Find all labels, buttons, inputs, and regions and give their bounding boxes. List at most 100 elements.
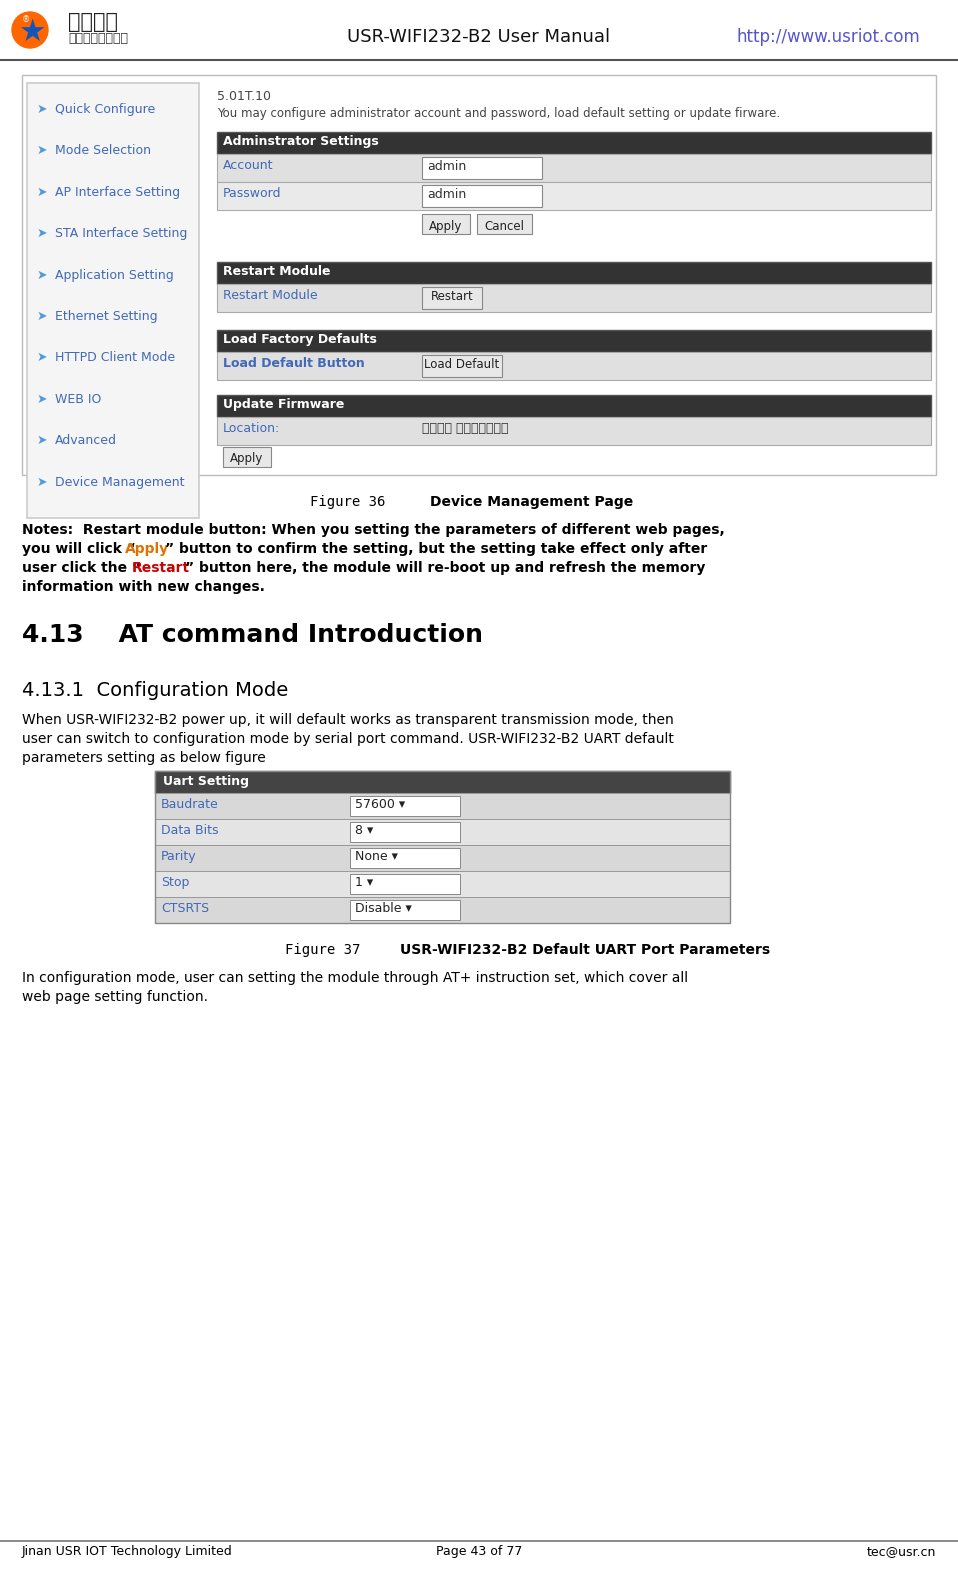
- Text: Uart Setting: Uart Setting: [163, 776, 249, 789]
- Text: WEB IO: WEB IO: [55, 393, 102, 406]
- Bar: [350, 900, 460, 921]
- Text: USR-WIFI232-B2 Default UART Port Parameters: USR-WIFI232-B2 Default UART Port Paramet…: [400, 943, 770, 957]
- Text: Load Default Button: Load Default Button: [223, 357, 365, 370]
- Text: ➤: ➤: [37, 269, 48, 282]
- Text: http://www.usriot.com: http://www.usriot.com: [737, 29, 920, 46]
- Text: Restart: Restart: [431, 290, 473, 303]
- Text: 1 ▾: 1 ▾: [355, 876, 373, 889]
- Text: Quick Configure: Quick Configure: [55, 104, 155, 116]
- Bar: [217, 132, 931, 155]
- Text: Load Factory Defaults: Load Factory Defaults: [223, 333, 376, 346]
- Bar: [217, 155, 931, 182]
- Text: Disable ▾: Disable ▾: [355, 902, 412, 914]
- Bar: [350, 796, 460, 816]
- Text: Restart Module: Restart Module: [223, 264, 331, 279]
- Text: user click the “: user click the “: [22, 561, 141, 575]
- Text: 选择文件 未选择任何文件: 选择文件 未选择任何文件: [422, 422, 509, 435]
- Bar: [22, 75, 936, 475]
- Bar: [155, 771, 730, 793]
- Text: ” button here, the module will re-boot up and refresh the memory: ” button here, the module will re-boot u…: [185, 561, 705, 575]
- Text: AP Interface Setting: AP Interface Setting: [55, 186, 180, 199]
- Text: Stop: Stop: [161, 876, 190, 889]
- Text: 4.13.1  Configuration Mode: 4.13.1 Configuration Mode: [22, 680, 288, 699]
- Text: Device Management: Device Management: [55, 476, 185, 489]
- Text: Restart: Restart: [132, 561, 190, 575]
- Bar: [422, 158, 542, 178]
- Text: Application Setting: Application Setting: [55, 269, 173, 282]
- Text: ➤: ➤: [37, 435, 48, 448]
- Text: Apply: Apply: [230, 452, 263, 465]
- Text: Adminstrator Settings: Adminstrator Settings: [223, 135, 378, 148]
- Bar: [217, 417, 931, 444]
- Bar: [155, 897, 730, 922]
- Text: 57600 ▾: 57600 ▾: [355, 798, 405, 811]
- Text: 有人科技: 有人科技: [68, 13, 118, 32]
- Text: Figure 36: Figure 36: [310, 495, 385, 510]
- Text: ” button to confirm the setting, but the setting take effect only after: ” button to confirm the setting, but the…: [165, 542, 707, 556]
- Bar: [350, 822, 460, 843]
- Text: CTSRTS: CTSRTS: [161, 902, 209, 914]
- Bar: [217, 395, 931, 417]
- Text: USR-WIFI232-B2 User Manual: USR-WIFI232-B2 User Manual: [348, 29, 610, 46]
- Bar: [223, 448, 271, 467]
- Text: Data Bits: Data Bits: [161, 824, 218, 836]
- Text: Apply: Apply: [429, 220, 463, 233]
- Text: admin: admin: [427, 159, 467, 174]
- Text: 5.01T.10: 5.01T.10: [217, 89, 271, 104]
- Text: ➤: ➤: [37, 352, 48, 365]
- Bar: [27, 83, 199, 518]
- Text: Restart Module: Restart Module: [223, 288, 318, 303]
- Bar: [155, 871, 730, 897]
- Text: ®: ®: [22, 14, 31, 24]
- Text: ★: ★: [18, 18, 45, 48]
- Bar: [422, 185, 542, 207]
- Bar: [155, 793, 730, 819]
- Text: You may configure administrator account and password, load default setting or up: You may configure administrator account …: [217, 107, 780, 119]
- Text: Baudrate: Baudrate: [161, 798, 218, 811]
- Bar: [155, 844, 730, 871]
- Bar: [217, 261, 931, 284]
- Text: Location:: Location:: [223, 422, 281, 435]
- Bar: [155, 819, 730, 844]
- Text: admin: admin: [427, 188, 467, 201]
- Bar: [155, 771, 730, 922]
- Text: ➤: ➤: [37, 311, 48, 323]
- Bar: [217, 284, 931, 312]
- Text: ➤: ➤: [37, 186, 48, 199]
- Text: Password: Password: [223, 186, 282, 201]
- Text: When USR-WIFI232-B2 power up, it will default works as transparent transmission : When USR-WIFI232-B2 power up, it will de…: [22, 714, 673, 726]
- Text: Parity: Parity: [161, 851, 196, 863]
- Text: Apply: Apply: [125, 542, 170, 556]
- Text: STA Interface Setting: STA Interface Setting: [55, 228, 188, 241]
- Text: Advanced: Advanced: [55, 435, 117, 448]
- Text: Device Management Page: Device Management Page: [430, 495, 633, 510]
- Text: Figure 37: Figure 37: [285, 943, 360, 957]
- Text: Load Default: Load Default: [424, 358, 500, 371]
- Bar: [350, 847, 460, 868]
- Bar: [217, 330, 931, 352]
- Text: In configuration mode, user can setting the module through AT+ instruction set, : In configuration mode, user can setting …: [22, 972, 688, 984]
- Text: user can switch to configuration mode by serial port command. USR-WIFI232-B2 UAR: user can switch to configuration mode by…: [22, 733, 673, 746]
- Text: Update Firmware: Update Firmware: [223, 398, 344, 411]
- Bar: [350, 875, 460, 894]
- Bar: [217, 352, 931, 381]
- Text: ➤: ➤: [37, 393, 48, 406]
- Text: Cancel: Cancel: [484, 220, 524, 233]
- Text: ➤: ➤: [37, 476, 48, 489]
- Text: Page 43 of 77: Page 43 of 77: [436, 1545, 522, 1558]
- Text: Notes:  Restart module button: When you setting the parameters of different web : Notes: Restart module button: When you s…: [22, 523, 725, 537]
- Text: HTTPD Client Mode: HTTPD Client Mode: [55, 352, 175, 365]
- Text: Mode Selection: Mode Selection: [55, 145, 151, 158]
- Text: parameters setting as below figure: parameters setting as below figure: [22, 750, 265, 765]
- Text: ➤: ➤: [37, 104, 48, 116]
- Bar: [217, 182, 931, 210]
- Text: 有人在认真做事！: 有人在认真做事！: [68, 32, 128, 45]
- Text: None ▾: None ▾: [355, 851, 398, 863]
- Text: ➤: ➤: [37, 228, 48, 241]
- Bar: [422, 355, 502, 378]
- Bar: [422, 287, 482, 309]
- Text: ➤: ➤: [37, 145, 48, 158]
- Text: you will click “: you will click “: [22, 542, 136, 556]
- Text: Account: Account: [223, 159, 273, 172]
- Text: 8 ▾: 8 ▾: [355, 824, 374, 836]
